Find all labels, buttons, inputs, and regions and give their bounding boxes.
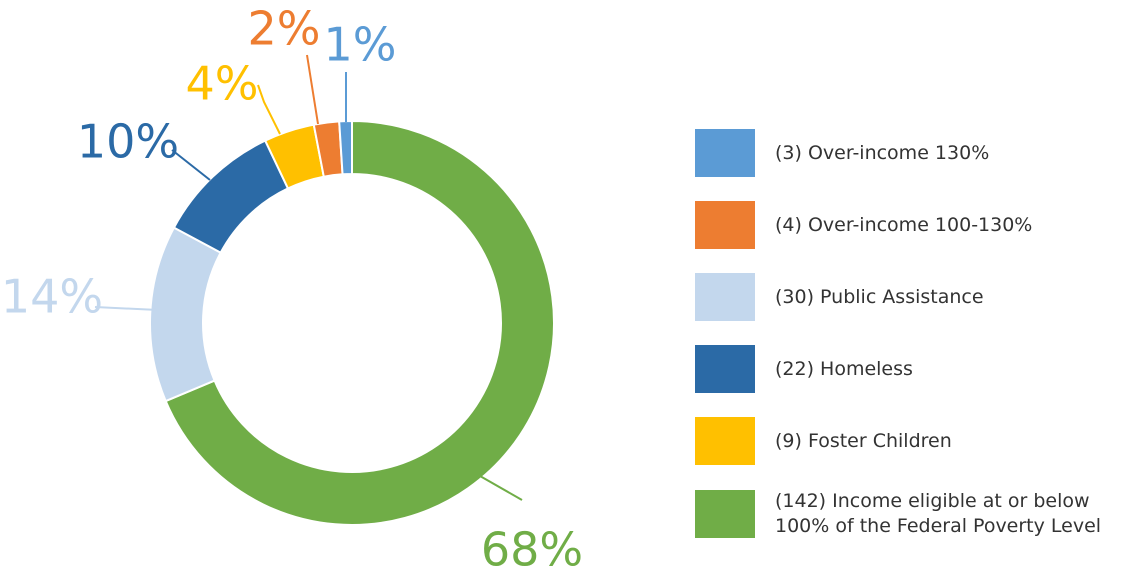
donut-slice [172,139,290,254]
data-label: 4% [186,57,259,111]
legend-swatch [695,129,755,177]
legend-item: (142) Income eligible at or below 100% o… [695,489,1145,539]
legend-label: (30) Public Assistance [775,285,984,308]
data-label: 14% [1,270,103,324]
data-label: 2% [248,2,321,56]
data-label: 68% [481,523,583,574]
legend-label: (4) Over-income 100-130% [775,213,1033,236]
leader-line [171,149,211,181]
legend-item: (4) Over-income 100-130% [695,201,1145,249]
legend-label: (22) Homeless [775,357,913,380]
data-label: 1% [324,18,397,72]
legend-swatch [695,417,755,465]
legend-swatch [695,345,755,393]
legend-item: (30) Public Assistance [695,273,1145,321]
legend-swatch [695,273,755,321]
legend-swatch [695,201,755,249]
leader-line [306,54,319,125]
leader-line [257,84,281,135]
leader-line [479,475,523,501]
legend-label: (9) Foster Children [775,429,952,452]
leader-line [94,306,159,311]
data-label: 10% [77,115,179,169]
donut-slice [164,119,555,526]
legend-label: (142) Income eligible at or below 100% o… [775,490,1102,537]
legend-label: (3) Over-income 130% [775,141,990,164]
donut-slice [338,119,353,176]
legend-item: (22) Homeless [695,345,1145,393]
legend-item: (3) Over-income 130% [695,129,1145,177]
legend-item: (9) Foster Children [695,417,1145,465]
donut-slice [149,226,223,403]
legend-swatch [695,490,755,538]
